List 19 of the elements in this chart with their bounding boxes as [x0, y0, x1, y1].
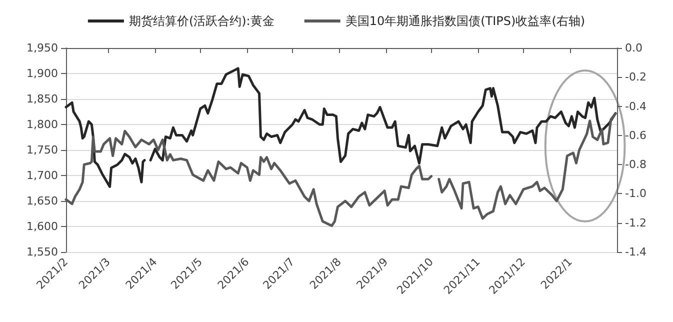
y2-tick-label: -0.6 — [625, 128, 646, 142]
y-tick-label: 1,850 — [26, 92, 58, 106]
y-tick-label: 1,950 — [26, 42, 58, 54]
y2-tick-label: -1.4 — [625, 246, 646, 258]
legend-label: 期货结算价(活跃合约):黄金 — [128, 14, 274, 28]
y-tick-label: 1,750 — [26, 144, 58, 156]
y2-tick-label: -1.0 — [625, 187, 646, 200]
y2-tick-label: -0.2 — [625, 70, 646, 84]
legend-label: 美国10年期通胀指数国债(TIPS)收益率(右轴) — [345, 14, 586, 28]
y-tick-label: 1,550 — [26, 246, 58, 258]
y-tick-label: 1,900 — [26, 67, 58, 80]
y2-tick-label: 0.0 — [625, 42, 642, 54]
y2-tick-label: -1.2 — [625, 216, 646, 230]
y2-tick-label: -0.4 — [625, 100, 646, 113]
y-tick-label: 1,700 — [26, 169, 58, 182]
y2-tick-label: -0.8 — [625, 158, 646, 172]
y-tick-label: 1,600 — [26, 220, 58, 233]
y-tick-label: 1,650 — [26, 194, 58, 208]
y-tick-label: 1,800 — [26, 118, 58, 131]
